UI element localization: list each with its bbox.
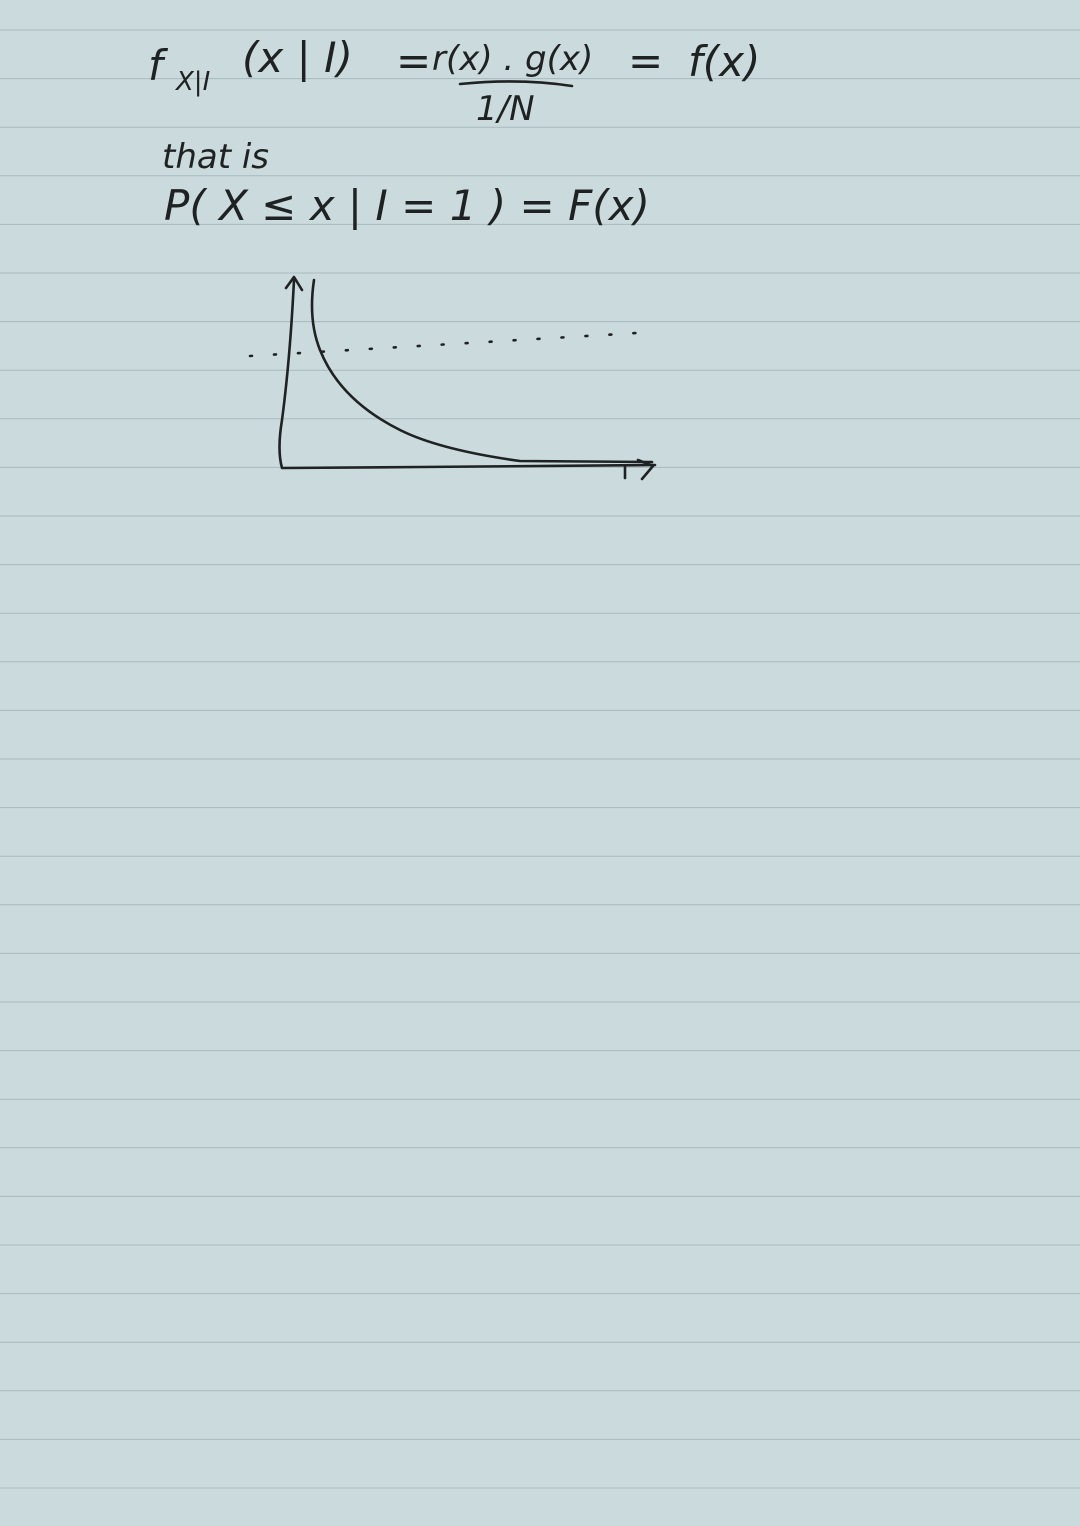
function-symbol: f: [148, 41, 169, 90]
function-subscript: X|I: [174, 67, 210, 97]
probability-statement: P( X ≤ x | I = 1 ) = F(x): [164, 181, 650, 230]
fraction-denominator: 1/N: [476, 89, 535, 129]
sketch: [248, 275, 657, 481]
dotted-line: [248, 330, 656, 358]
result: f(x): [688, 37, 760, 86]
density-curve: [310, 278, 654, 464]
ruled-lines: [0, 29, 1080, 1489]
connector-text: that is: [162, 137, 269, 177]
equals-sign: =: [396, 36, 431, 85]
y-arrow: [284, 275, 304, 292]
fraction-bar: [458, 80, 574, 88]
axes: [278, 278, 657, 470]
function-args: (x | I): [242, 33, 353, 82]
fraction-numerator: r(x) . g(x): [432, 39, 593, 79]
equals-sign: =: [628, 36, 663, 85]
